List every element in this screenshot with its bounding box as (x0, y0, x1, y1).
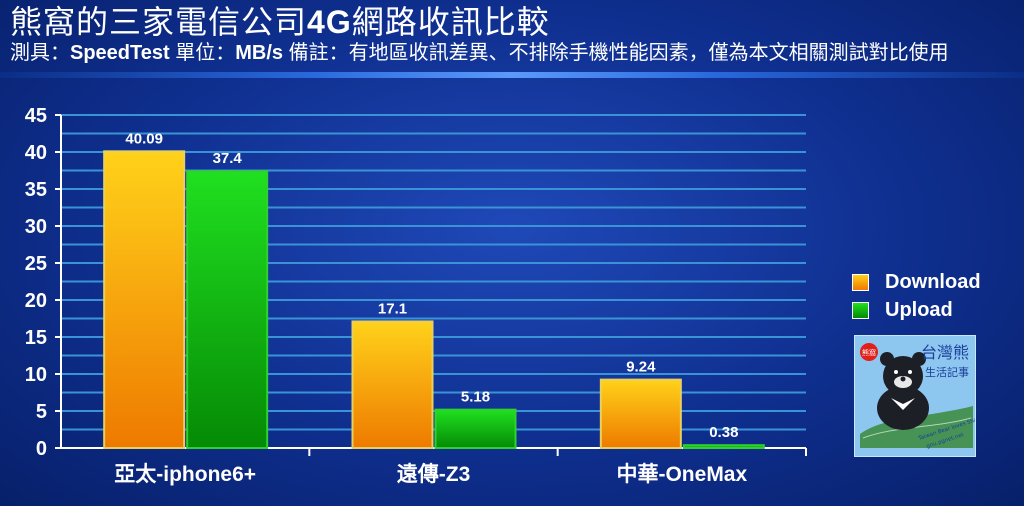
bar-upload (186, 170, 269, 450)
title-part-3: 網路收訊比較 (351, 4, 550, 40)
svg-text:熊窩: 熊窩 (862, 348, 876, 357)
bear-logo-icon: 熊窩 台灣熊 生活記事 Taiwan Bear loves Sharing gn… (860, 343, 988, 450)
y-tick-labels: 0 5 10 15 20 25 30 35 40 45 (25, 105, 47, 460)
value-label: 17.1 (378, 300, 407, 317)
y-tick-label: 45 (25, 105, 47, 127)
subtitle-tool: SpeedTest (70, 42, 170, 64)
subtitle-note: 備註：有地區收訊差異、不排除手機性能因素，僅為本文相關測試對比使用 (283, 42, 949, 64)
legend-label-upload: Upload (885, 298, 953, 321)
subtitle-unit: MB/s (235, 42, 284, 64)
x-tick-labels: 亞太-iphone6+ 遠傳-Z3 中華-OneMax (114, 462, 747, 486)
y-tick-label: 25 (25, 253, 47, 275)
x-tick-label: 遠傳-Z3 (397, 462, 471, 486)
value-label: 5.18 (461, 389, 490, 406)
title-part-1: 熊窩的三家電信公司 (10, 4, 308, 40)
bars (103, 150, 765, 450)
watermark-logo: 熊窩 台灣熊 生活記事 Taiwan Bear loves Sharing gn… (854, 335, 988, 457)
chart-title: 熊窩的三家電信公司4G網路收訊比較 (10, 4, 550, 40)
bar-download (103, 150, 186, 449)
legend-item-upload: Upload (852, 296, 981, 324)
value-label: 37.4 (213, 150, 243, 167)
x-tick-label: 中華-OneMax (616, 463, 747, 486)
legend-swatch-upload (852, 301, 869, 319)
title-part-2: 4G (307, 4, 352, 40)
svg-text:生活記事: 生活記事 (925, 365, 969, 379)
bar-download (599, 378, 682, 449)
value-label: 0.38 (709, 424, 738, 441)
svg-text:台灣熊: 台灣熊 (921, 343, 969, 362)
legend-item-download: Download (852, 268, 981, 296)
y-tick-label: 10 (25, 364, 47, 386)
value-label: 40.09 (125, 130, 163, 147)
y-tick-label: 20 (25, 290, 47, 312)
y-tick-label: 30 (25, 216, 47, 238)
subtitle-unit-label: 單位： (169, 42, 236, 64)
value-label: 9.24 (626, 359, 656, 376)
header-divider (0, 72, 1024, 78)
legend: Download Upload (852, 268, 981, 324)
x-tick-label: 亞太-iphone6+ (114, 463, 256, 486)
bar-upload (682, 444, 765, 449)
bar-upload (434, 408, 517, 449)
y-tick-label: 5 (36, 401, 47, 423)
chart-subtitle: 測具：SpeedTest 單位：MB/s 備註：有地區收訊差異、不排除手機性能因… (10, 41, 949, 65)
y-tick-label: 40 (25, 142, 47, 164)
y-tick-label: 0 (36, 438, 47, 460)
y-tick-label: 35 (25, 179, 47, 201)
legend-label-download: Download (885, 270, 981, 293)
value-labels: 40.09 37.4 17.1 5.18 9.24 0.38 (125, 130, 738, 441)
bar-download (351, 320, 434, 449)
y-tick-label: 15 (25, 327, 47, 349)
subtitle-label: 測具： (10, 42, 70, 64)
legend-swatch-download (852, 273, 869, 291)
